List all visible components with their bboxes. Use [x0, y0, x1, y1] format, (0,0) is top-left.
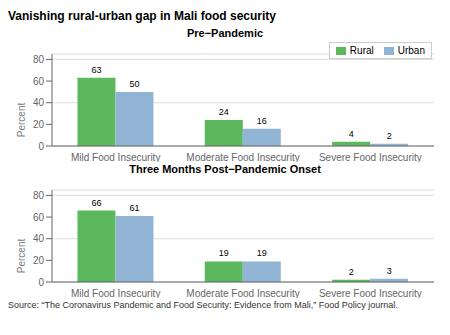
- svg-text:Mild Food Insecurity: Mild Food Insecurity: [71, 288, 160, 298]
- svg-text:2: 2: [349, 267, 354, 277]
- svg-text:20: 20: [33, 119, 45, 130]
- svg-text:Percent: Percent: [16, 239, 27, 274]
- html-text:Source: “The Coronavirus Pande: Source: “The Coronavirus Pandemic and Fo…: [8, 300, 398, 310]
- svg-text:20: 20: [33, 255, 45, 266]
- svg-text:Moderate Food Insecurity: Moderate Food Insecurity: [186, 288, 299, 298]
- svg-text:80: 80: [33, 54, 45, 65]
- svg-text:61: 61: [129, 203, 139, 213]
- svg-text:0: 0: [38, 277, 44, 288]
- html-text:Pre−Pandemic: Pre−Pandemic: [186, 27, 264, 39]
- html-text:Vanishing rural-urban gap in M: Vanishing rural-urban gap in Mali food s…: [8, 9, 276, 23]
- svg-text:Percent: Percent: [16, 103, 27, 138]
- svg-text:80: 80: [33, 190, 45, 201]
- html-text:Urban: Urban: [397, 45, 425, 56]
- svg-text:Severe Food Insecurity: Severe Food Insecurity: [319, 152, 422, 162]
- svg-text:60: 60: [33, 76, 45, 87]
- svg-text:16: 16: [257, 116, 267, 126]
- svg-text:0: 0: [38, 141, 44, 152]
- svg-text:Mild Food Insecurity: Mild Food Insecurity: [71, 152, 160, 162]
- svg-text:40: 40: [33, 233, 45, 244]
- svg-text:4: 4: [349, 129, 354, 139]
- svg-text:Severe Food Insecurity: Severe Food Insecurity: [319, 288, 422, 298]
- svg-text:24: 24: [219, 107, 229, 117]
- svg-text:60: 60: [33, 212, 45, 223]
- svg-text:50: 50: [129, 79, 139, 89]
- svg-text:2: 2: [387, 131, 392, 141]
- svg-text:Moderate Food Insecurity: Moderate Food Insecurity: [186, 152, 299, 162]
- svg-text:40: 40: [33, 97, 45, 108]
- svg-text:19: 19: [257, 248, 267, 258]
- html-text:Rural: Rural: [349, 45, 374, 56]
- svg-text:66: 66: [91, 198, 101, 208]
- html-text:Three Months Post−Pandemic Ons: Three Months Post−Pandemic Onset: [129, 163, 321, 175]
- svg-text:19: 19: [219, 248, 229, 258]
- svg-text:63: 63: [91, 65, 101, 75]
- svg-text:3: 3: [387, 266, 392, 276]
